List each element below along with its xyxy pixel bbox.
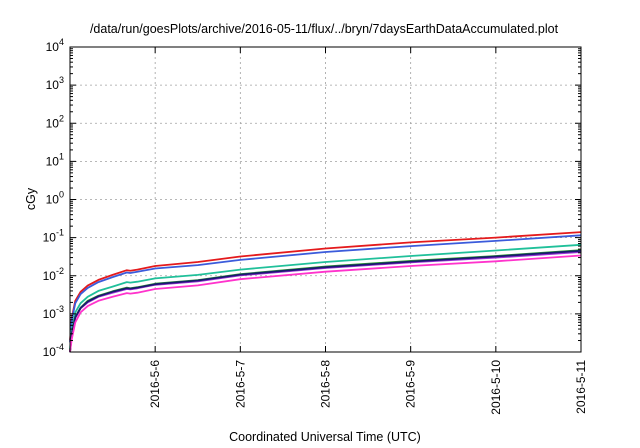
series-line-7 xyxy=(69,249,582,353)
axis-ticks xyxy=(70,46,582,353)
x-tick-label: 2016-5-11 xyxy=(574,360,588,414)
y-tick-label: 104 xyxy=(46,37,64,54)
x-tick-label: 2016-5-8 xyxy=(319,360,333,408)
chart-title: /data/run/goesPlots/archive/2016-05-11/f… xyxy=(90,22,559,36)
y-tick-label: 100 xyxy=(46,190,64,207)
series-line-8 xyxy=(69,254,582,353)
y-tick-label: 10-1 xyxy=(43,228,64,245)
grid xyxy=(70,47,581,352)
x-axis-label: Coordinated Universal Time (UTC) xyxy=(229,430,421,444)
y-tick-label: 10-4 xyxy=(43,342,64,359)
y-tick-label: 103 xyxy=(46,75,64,92)
y-tick-label: 102 xyxy=(46,113,64,130)
series-line-5 xyxy=(69,249,582,353)
y-tick-label: 101 xyxy=(46,151,64,168)
series-lines xyxy=(69,231,582,353)
y-tick-labels: 10-4 10-3 10-2 10-1 100 101 102 103 104 xyxy=(43,37,64,359)
x-tick-label: 2016-5-9 xyxy=(404,360,418,408)
x-tick-label: 2016-5-6 xyxy=(148,360,162,408)
series-line-1 xyxy=(69,231,582,341)
series-line-2 xyxy=(69,234,582,343)
x-tick-labels: 2016-5-6 2016-5-7 2016-5-8 2016-5-9 2016-5-1… xyxy=(148,360,588,415)
y-tick-label: 10-3 xyxy=(43,304,64,321)
y-tick-label: 10-2 xyxy=(43,266,64,283)
series-line-3 xyxy=(69,243,582,350)
x-tick-label: 2016-5-7 xyxy=(233,360,247,408)
x-tick-label: 2016-5-10 xyxy=(489,360,503,415)
y-axis-label: cGy xyxy=(24,187,38,210)
